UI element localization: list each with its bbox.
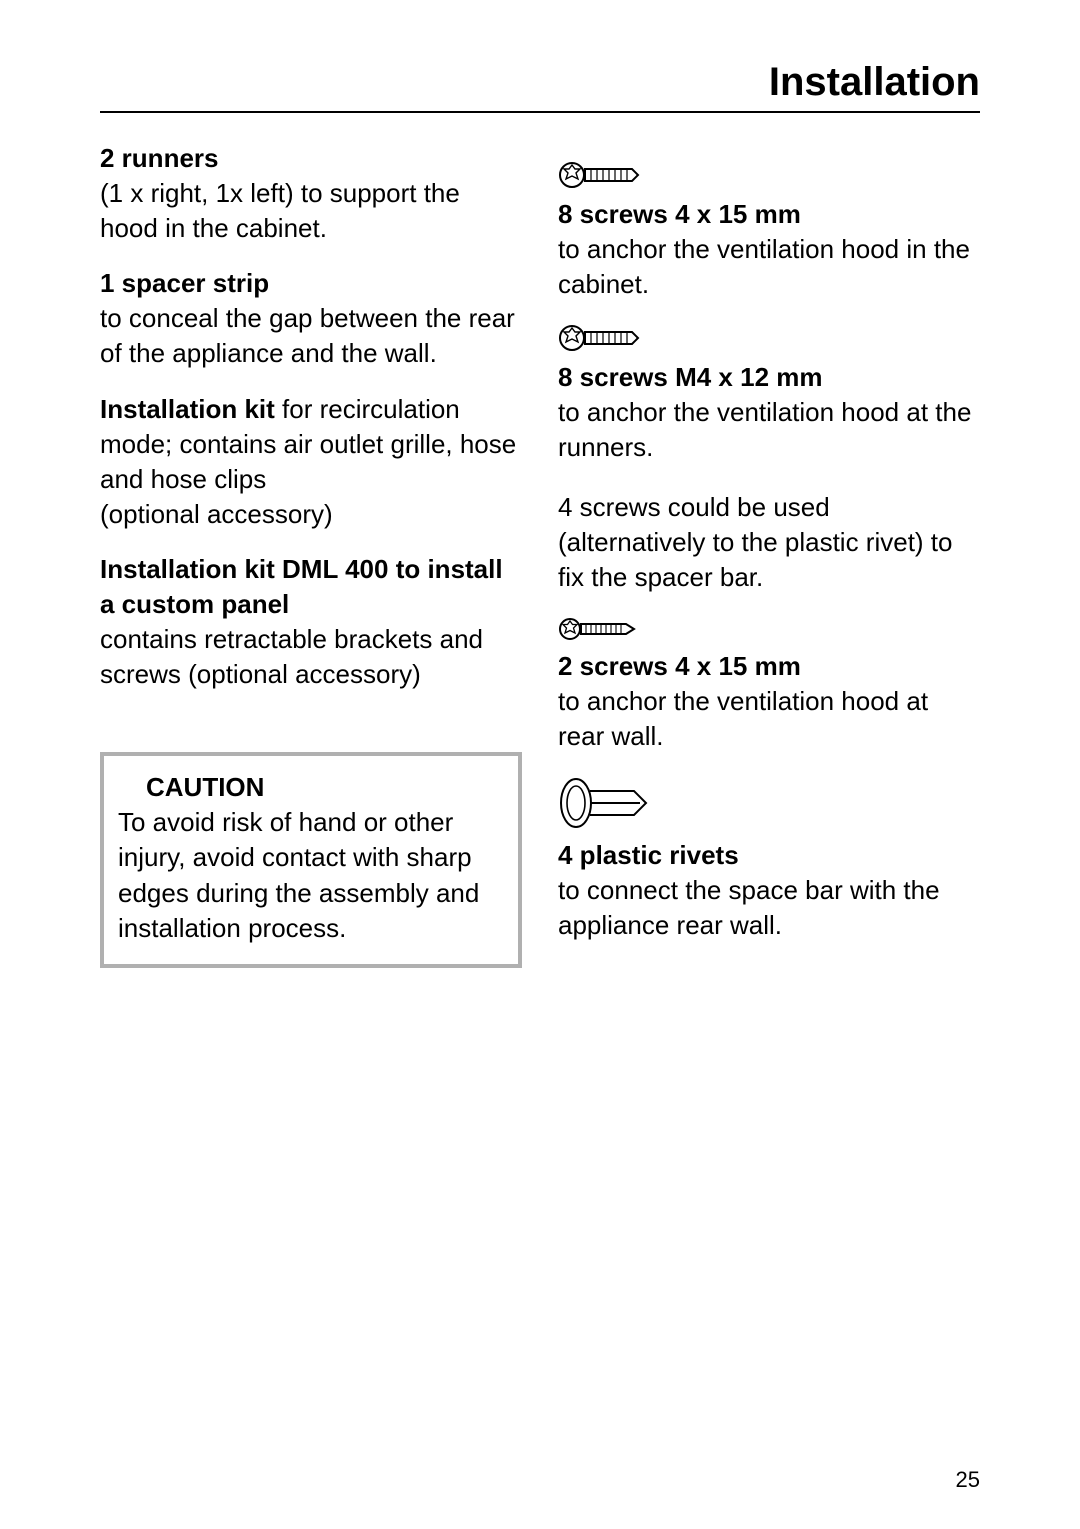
heading-dml400: Installation kit DML 400 to install a cu… [100, 552, 522, 622]
text-screws-m4x12: to anchor the ventilation hood at the ru… [558, 395, 980, 465]
screw-icon-3 [558, 615, 980, 643]
text-screws-4x15-b: to anchor the ventilation hood at rear w… [558, 684, 980, 754]
heading-spacer-strip: 1 spacer strip [100, 266, 522, 301]
text-screws-4x15-a: to anchor the ventilation hood in the ca… [558, 232, 980, 302]
text-dml400: contains retractable brackets and screws… [100, 622, 522, 692]
caution-box: CAUTION To avoid risk of hand or other i… [100, 752, 522, 967]
text-spacer-strip: to conceal the gap between the rear of t… [100, 301, 522, 371]
right-column: 8 screws 4 x 15 mm to anchor the ventila… [558, 141, 980, 968]
section-screws-4x15-a: 8 screws 4 x 15 mm to anchor the ventila… [558, 197, 980, 302]
rivet-icon [558, 774, 980, 832]
section-dml400: Installation kit DML 400 to install a cu… [100, 552, 522, 692]
page-title: Installation [769, 60, 980, 104]
section-screws-4x15-b: 2 screws 4 x 15 mm to anchor the ventila… [558, 649, 980, 754]
screw-icon-1 [558, 159, 980, 191]
header: Installation [100, 60, 980, 113]
bold-install-kit: Installation kit [100, 394, 275, 424]
section-install-kit: Installation kit for recirculation mode;… [100, 392, 522, 532]
text-screws-m4x12-alt: 4 screws could be used (alternatively to… [558, 490, 980, 595]
text-plastic-rivets: to connect the space bar with the applia… [558, 873, 980, 943]
heading-screws-m4x12: 8 screws M4 x 12 mm [558, 360, 980, 395]
content-columns: 2 runners (1 x right, 1x left) to suppor… [100, 141, 980, 968]
section-plastic-rivets: 4 plastic rivets to connect the space ba… [558, 838, 980, 943]
heading-screws-4x15-a: 8 screws 4 x 15 mm [558, 197, 980, 232]
page-number: 25 [956, 1467, 980, 1493]
text-install-kit-optional: (optional accessory) [100, 497, 522, 532]
section-runners: 2 runners (1 x right, 1x left) to suppor… [100, 141, 522, 246]
section-spacer-strip: 1 spacer strip to conceal the gap betwee… [100, 266, 522, 371]
page: Installation 2 runners (1 x right, 1x le… [0, 0, 1080, 1529]
caution-body: To avoid risk of hand or other injury, a… [118, 805, 504, 945]
text-runners: (1 x right, 1x left) to support the hood… [100, 176, 522, 246]
caution-label: CAUTION [146, 772, 264, 803]
section-screws-m4x12: 8 screws M4 x 12 mm to anchor the ventil… [558, 360, 980, 595]
text-install-kit: Installation kit for recirculation mode;… [100, 392, 522, 497]
heading-runners: 2 runners [100, 141, 522, 176]
left-column: 2 runners (1 x right, 1x left) to suppor… [100, 141, 522, 968]
heading-plastic-rivets: 4 plastic rivets [558, 838, 980, 873]
heading-screws-4x15-b: 2 screws 4 x 15 mm [558, 649, 980, 684]
screw-icon-2 [558, 322, 980, 354]
